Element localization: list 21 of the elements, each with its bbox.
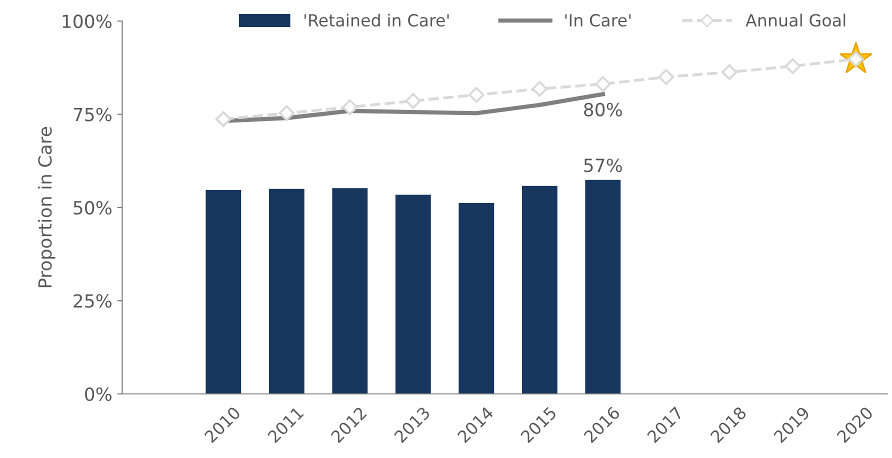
y-tick-label: 100%: [62, 14, 112, 28]
point: [721, 64, 738, 80]
legend-label: 'Retained in Care': [304, 14, 449, 27]
point: [278, 105, 295, 122]
point: [784, 58, 801, 74]
point: [215, 111, 232, 128]
y-tick-label: 25%: [74, 294, 112, 308]
point: [594, 76, 611, 92]
point: [342, 99, 358, 116]
y-axis-title: Proportion in Care: [38, 126, 56, 288]
point: [658, 69, 674, 85]
point: [405, 92, 422, 109]
data-label: 57%: [584, 158, 622, 172]
y-tick-label: 0%: [85, 387, 112, 401]
point: [468, 86, 484, 103]
legend-label: 'In Care': [565, 14, 631, 27]
point: [532, 81, 548, 97]
y-tick-label: 50%: [74, 200, 112, 215]
y-tick-label: 75%: [74, 108, 112, 122]
legend-label: Annual Goal: [746, 14, 846, 27]
data-label: 80%: [584, 102, 622, 116]
